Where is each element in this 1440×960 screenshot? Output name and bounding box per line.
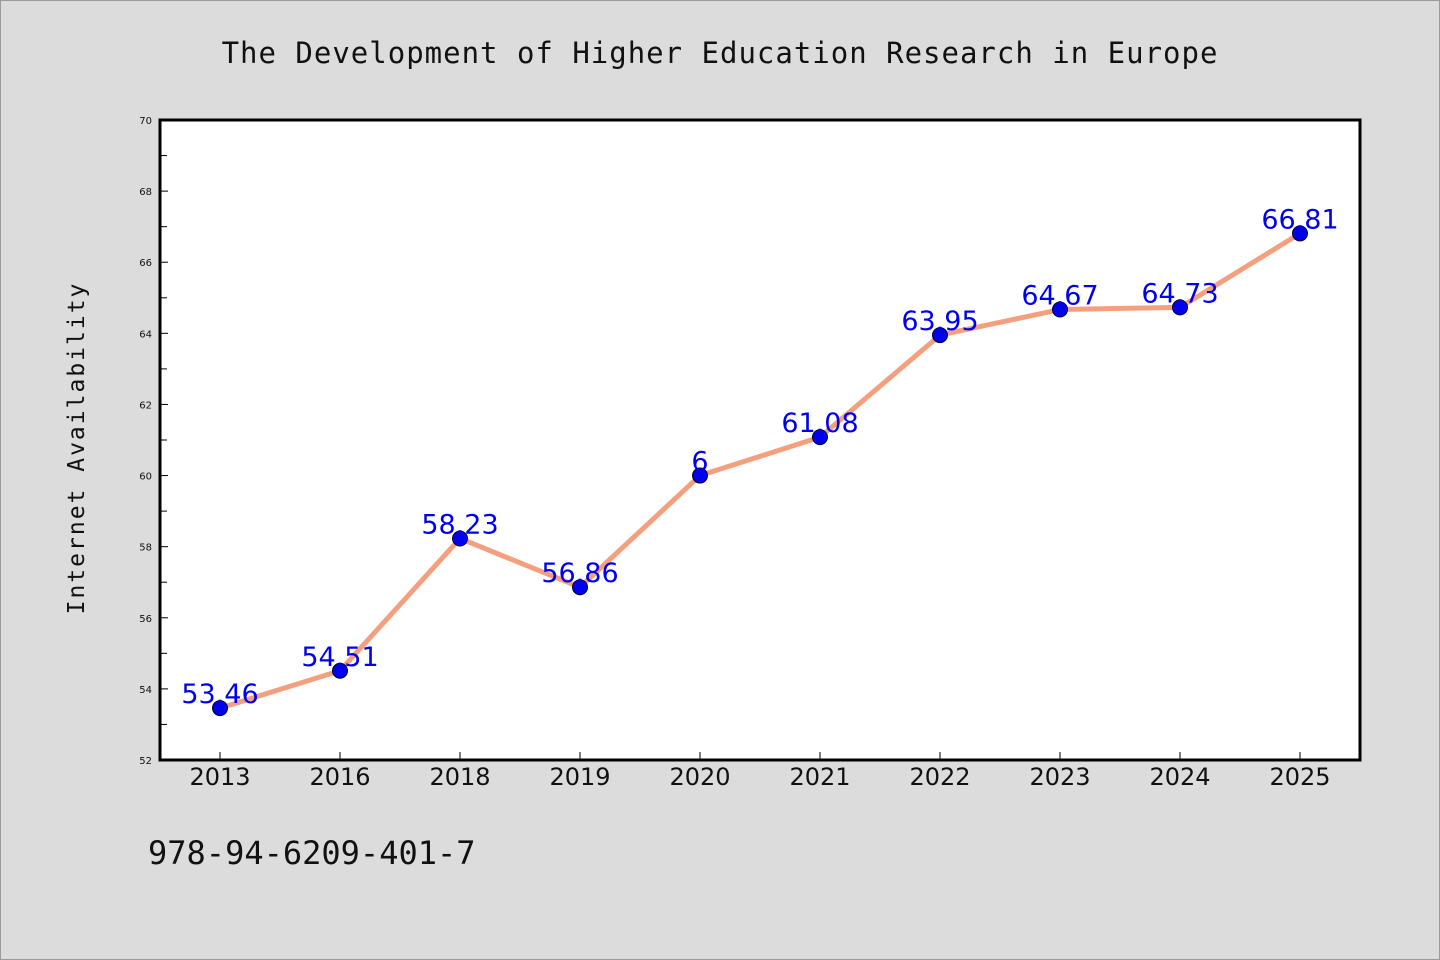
x-tick-label: 2021 [789, 763, 850, 791]
x-tick-label: 2020 [669, 763, 730, 791]
y-tick-label: 64 [139, 329, 152, 340]
x-tick-label: 2025 [1269, 763, 1330, 791]
data-label: 61.08 [781, 408, 858, 439]
y-tick-label: 62 [139, 400, 152, 411]
data-label: 54.51 [301, 642, 378, 673]
isbn-text: 978-94-6209-401-7 [148, 834, 476, 872]
y-tick-label: 70 [139, 116, 152, 127]
y-tick-label: 60 [139, 472, 152, 483]
x-tick-label: 2018 [429, 763, 490, 791]
y-tick-label: 66 [139, 258, 152, 269]
plot-area [158, 118, 1362, 762]
x-tick-label: 2022 [909, 763, 970, 791]
data-label: 66.81 [1261, 204, 1338, 235]
data-point [212, 700, 228, 717]
x-tick-label: 2023 [1029, 763, 1090, 791]
data-labels: 53.46 54.51 58.23 56.86 6 61.08 63.95 64.67 64.7… [181, 204, 1338, 710]
y-axis: 52 54 56 58 60 62 64 66 68 70 [139, 116, 168, 767]
data-point [1172, 299, 1188, 316]
data-label: 58.23 [421, 509, 498, 540]
y-tick-label: 58 [139, 543, 152, 554]
x-axis: 2013 2016 2018 2019 2020 2021 2022 2023 2024 2025 [189, 752, 1331, 791]
data-label: 63.95 [901, 306, 978, 337]
x-tick-label: 2016 [309, 763, 370, 791]
data-point [1052, 301, 1068, 318]
data-point [932, 327, 948, 344]
y-tick-label: 52 [139, 756, 152, 767]
data-point [1292, 225, 1308, 242]
y-axis-label: Internet Availability [64, 282, 90, 615]
data-label: 6 [691, 447, 708, 478]
data-label: 64.67 [1021, 281, 1098, 312]
x-tick-label: 2019 [549, 763, 610, 791]
data-label: 53.46 [181, 679, 258, 710]
y-tick-label: 54 [139, 685, 152, 696]
series-line [217, 230, 1303, 711]
data-point [692, 467, 708, 484]
x-tick-label: 2013 [189, 763, 250, 791]
data-label: 64.73 [1141, 278, 1218, 309]
data-point [812, 429, 828, 446]
data-point [452, 530, 468, 547]
x-tick-label: 2024 [1149, 763, 1210, 791]
y-tick-label: 56 [139, 614, 152, 625]
series-group [212, 225, 1308, 717]
data-point [572, 579, 588, 596]
y-tick-label: 68 [139, 187, 152, 198]
data-point [332, 662, 348, 679]
data-label: 56.86 [541, 558, 618, 589]
chart-title: The Development of Higher Education Rese… [222, 36, 1219, 70]
